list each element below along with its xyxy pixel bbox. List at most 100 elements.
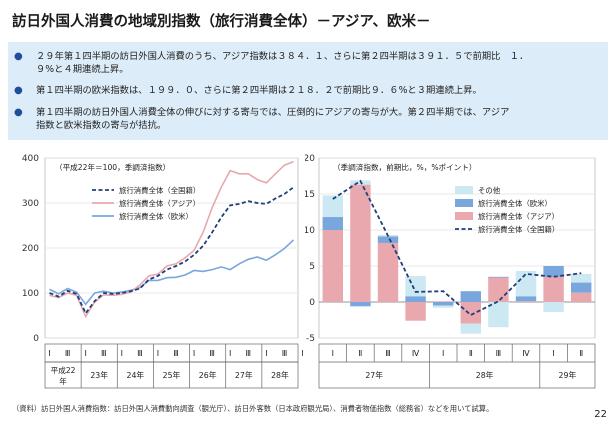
- y-tick-label: 20: [305, 154, 315, 164]
- bar-segment-other: [322, 195, 344, 218]
- y-tick-label: 400: [22, 154, 39, 164]
- x-tick-label: Ⅱ: [358, 349, 362, 358]
- x-tick-label: Ⅲ: [282, 349, 288, 358]
- chart-note: （平成22年＝100，季調済指数）: [55, 162, 170, 172]
- x-tick-label: Ⅱ: [579, 349, 583, 358]
- bullet-line: ２９年第１四半期の訪日外国人消費のうち、アジア指数は３８４．１、さらに第２四半期…: [36, 51, 529, 62]
- bar-segment-other: [570, 273, 592, 283]
- legend-label: 旅行消費全体（全国籍）: [119, 186, 200, 195]
- y-tick-label: 200: [22, 244, 39, 254]
- bar-segment-other: [515, 271, 537, 297]
- bar-segment-asia: [405, 302, 426, 321]
- x-tick-label: Ⅰ: [84, 349, 86, 358]
- bullet-line: 第１四半期の欧米指数は、１９９．０、さらに第２四半期は２１８．２で前期比９．６%…: [36, 85, 482, 96]
- x-tick-label: Ⅰ: [121, 349, 123, 358]
- x-tick-label: Ⅰ: [157, 349, 159, 358]
- x-tick-label: Ⅰ: [229, 349, 231, 358]
- bar-segment-asia: [350, 184, 371, 302]
- y-tick-label: 5: [309, 262, 315, 272]
- x-year-label: 28年: [476, 370, 494, 380]
- x-tick-label: Ⅲ: [173, 349, 179, 358]
- contribution-bar-chart: -5 0 5 10 15 20 （季調済指数，前期比，%，%ポイント） その他旅行消費全体（欧…: [305, 154, 596, 389]
- x-tick-label: Ⅲ: [385, 349, 391, 358]
- legend-swatch-west: [455, 199, 473, 207]
- x-year-label: 27年: [365, 370, 383, 380]
- x-year-label: 29年: [559, 370, 577, 380]
- bullet-line: ９%と４期連続上昇。: [36, 64, 129, 75]
- x-year-label: 28年: [271, 370, 289, 380]
- x-year-label: 27年: [235, 370, 253, 380]
- bar-segment-west: [488, 276, 509, 278]
- bar-segment-asia: [460, 302, 482, 324]
- bullet-dot-icon: ●: [14, 85, 23, 96]
- bar-segment-west: [350, 302, 371, 307]
- legend-label: 旅行消費全体（アジア）: [119, 199, 200, 208]
- bar-segment-asia: [570, 292, 592, 302]
- page-title: 訪日外国人消費の地域別指数（旅行消費全体）－アジア、欧米－: [12, 14, 431, 30]
- bar-segment-other: [488, 302, 509, 328]
- y-tick-label: 15: [305, 190, 315, 200]
- bar-segment-asia: [488, 277, 509, 302]
- series-line-west: [49, 239, 295, 306]
- bullet-line: 指数と欧米指数の寄与が拮抗。: [36, 120, 167, 131]
- legend-swatch-other: [455, 186, 473, 194]
- y-tick-label: 0: [33, 334, 39, 344]
- series-line-asia: [49, 160, 294, 319]
- bar-segment-west: [515, 296, 537, 302]
- x-tick-label: Ⅰ: [332, 349, 334, 358]
- x-tick-label: Ⅲ: [496, 349, 502, 358]
- bar-segment-asia: [377, 242, 399, 302]
- x-tick-label: Ⅰ: [193, 349, 195, 358]
- bar-segment-west: [322, 217, 344, 230]
- x-tick-label: Ⅲ: [137, 349, 143, 358]
- bar-segment-west: [432, 302, 454, 306]
- bar-segment-asia: [515, 301, 537, 302]
- x-year-label: 年: [59, 376, 67, 386]
- x-tick-label: Ⅰ: [265, 349, 267, 358]
- y-tick-label: -5: [306, 334, 315, 344]
- series-line-total: [332, 179, 582, 317]
- legend-label: 旅行消費全体（欧米）: [119, 212, 193, 221]
- bullet-dot-icon: ●: [14, 107, 23, 118]
- x-year-label: 24年: [126, 370, 144, 380]
- x-tick-label: Ⅳ: [522, 349, 530, 358]
- y-tick-label: 100: [22, 289, 39, 299]
- x-tick-label: Ⅰ: [442, 349, 444, 358]
- page-number: 22: [594, 409, 607, 420]
- x-year-label: 平成22: [51, 365, 76, 375]
- x-year-label: 26年: [199, 370, 217, 380]
- x-tick-label: Ⅲ: [246, 349, 252, 358]
- legend-label: その他: [478, 186, 501, 195]
- bar-segment-other: [432, 305, 454, 308]
- x-tick-label: Ⅱ: [469, 349, 473, 358]
- y-tick-label: 10: [305, 226, 315, 236]
- legend-swatch-asia: [455, 212, 473, 220]
- bar-segment-other: [460, 323, 482, 334]
- bar-segment-west: [543, 266, 564, 277]
- bullet-dot-icon: ●: [14, 51, 23, 62]
- source-note: （資料）訪日外国人消費指数：訪日外国人消費動向調査（観光庁）、訪日外客数（日本政…: [12, 404, 494, 413]
- y-tick-label: 300: [22, 199, 39, 209]
- bar-segment-asia: [543, 276, 564, 302]
- bar-segment-other: [405, 276, 426, 297]
- bar-segment-west: [377, 236, 399, 243]
- bar-segment-asia: [432, 301, 454, 302]
- x-axis-quarter-row: [44, 343, 299, 363]
- bar-segment-west: [570, 282, 592, 293]
- bar-segment-west: [405, 296, 426, 302]
- x-tick-label: Ⅲ: [209, 349, 215, 358]
- bar-segment-west: [460, 291, 482, 302]
- bullet-line: 第１四半期の訪日外国人消費全体の伸びに対する寄与では、圧倒的にアジアの寄与が大。…: [36, 107, 510, 118]
- bar-segment-other: [543, 302, 564, 313]
- x-tick-label: Ⅲ: [101, 349, 107, 358]
- y-tick-label: 0: [309, 298, 315, 308]
- x-axis-year-row: [44, 361, 299, 389]
- x-year-label: 25年: [163, 370, 181, 380]
- x-year-label: 23年: [90, 370, 108, 380]
- legend-label: 旅行消費全体（全国籍）: [478, 225, 559, 234]
- x-tick-label: Ⅰ: [552, 349, 554, 358]
- chart-note: （季調済指数，前期比，%，%ポイント）: [333, 162, 477, 172]
- x-tick-label: Ⅰ: [301, 349, 303, 358]
- summary-box: ● ２９年第１四半期の訪日外国人消費のうち、アジア指数は３８４．１、さらに第２四…: [8, 42, 608, 140]
- series-line-total: [49, 186, 295, 316]
